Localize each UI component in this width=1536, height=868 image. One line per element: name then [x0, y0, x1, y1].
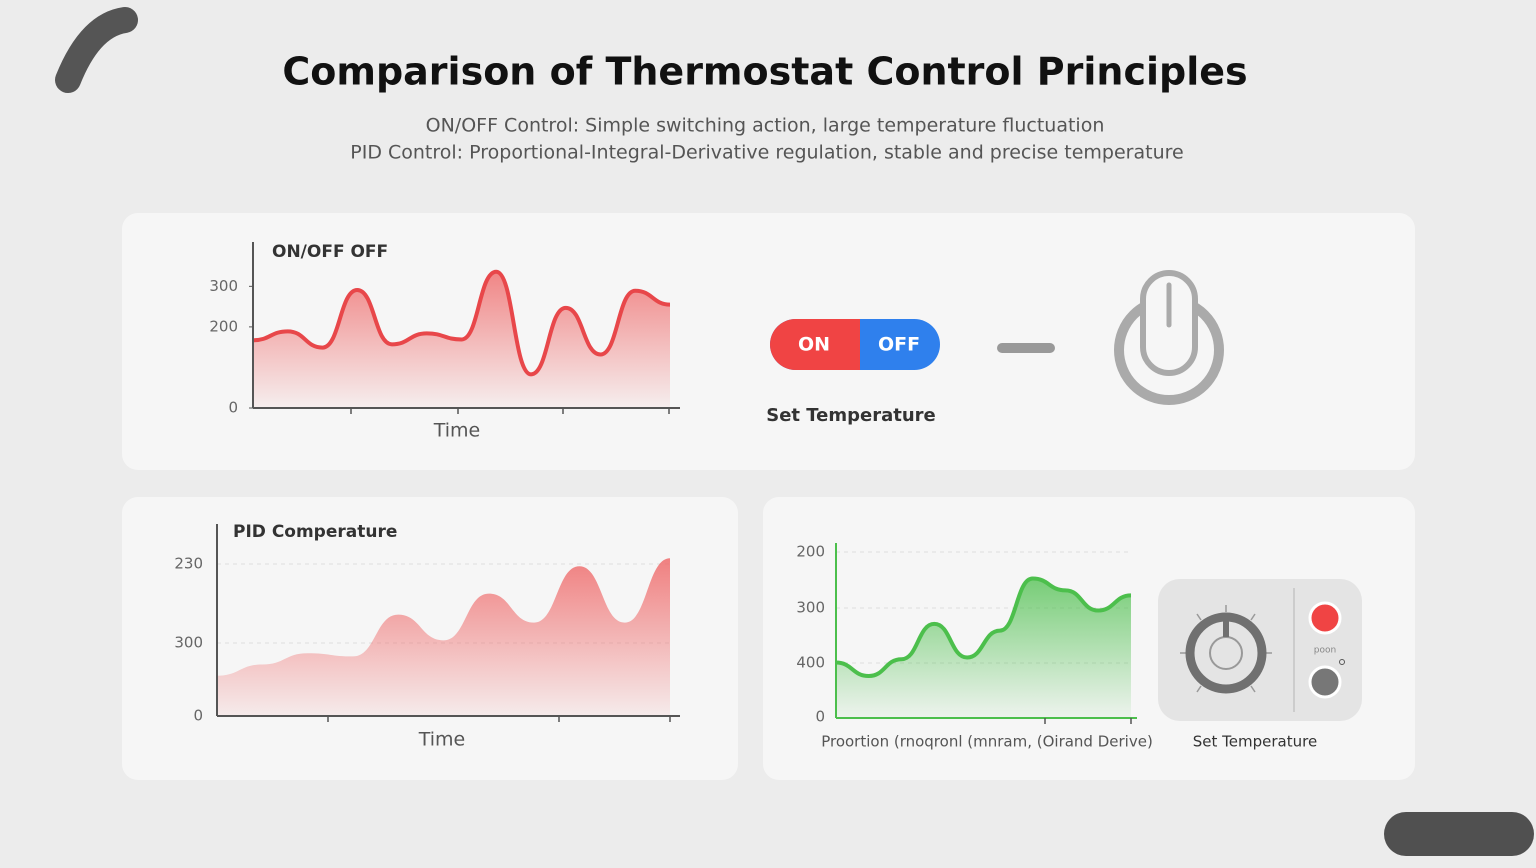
- area-fill: [836, 578, 1131, 718]
- smudge: [1384, 812, 1534, 856]
- switch-on: [770, 319, 860, 370]
- gray-button[interactable]: [1308, 665, 1342, 699]
- off-label: OFF: [878, 334, 920, 356]
- x-axis-label: Time: [433, 420, 481, 442]
- caption: Set Temperature: [1193, 733, 1317, 751]
- y-tick-label: 300: [209, 277, 238, 295]
- y-tick-label: 0: [193, 707, 203, 725]
- on-label: ON: [798, 334, 830, 356]
- subtitle: ON/OFF Control: Simple switching action,…: [426, 115, 1105, 137]
- area-fill: [217, 558, 670, 716]
- y-tick-label: 300: [796, 599, 825, 617]
- subtitle: PID Control: Proportional-Integral-Deriv…: [350, 142, 1183, 164]
- button-label: poon: [1314, 646, 1336, 656]
- smudge: [55, 7, 138, 93]
- power-icon[interactable]: [1114, 270, 1224, 405]
- line: [835, 576, 1132, 679]
- y-tick-label: 400: [796, 654, 825, 672]
- y-tick-label: 230: [174, 555, 203, 573]
- y-tick-label: 0: [228, 399, 238, 417]
- y-tick-label: 300: [174, 634, 203, 652]
- red-button[interactable]: [1308, 601, 1342, 635]
- caption: Set Temperature: [766, 405, 936, 426]
- y-tick-label: 200: [209, 317, 238, 335]
- x-axis-label: Time: [418, 729, 466, 751]
- chart-title: PID Comperature: [233, 522, 397, 542]
- y-tick-label: 0: [815, 708, 825, 726]
- line: [252, 269, 671, 377]
- connector: [997, 343, 1055, 353]
- on-off-switch[interactable]: ON OFF: [770, 319, 940, 370]
- x-axis-label: Proortion (rnoqronl (mnram, (Oirand Deri…: [821, 733, 1153, 751]
- page-title: Comparison of Thermostat Control Princip…: [282, 50, 1247, 94]
- indicator: [1339, 659, 1345, 665]
- y-tick-label: 200: [796, 543, 825, 561]
- chart-title: ON/OFF OFF: [272, 242, 388, 262]
